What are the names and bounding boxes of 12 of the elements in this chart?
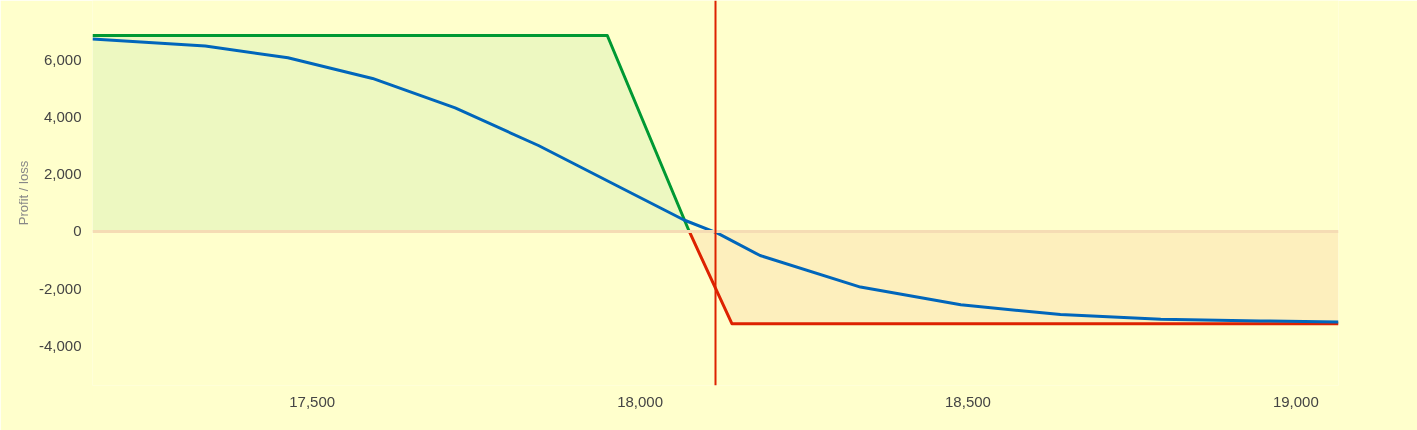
y-tick-label: 6,000 [43,50,82,68]
x-tick-label: 18,000 [617,392,664,410]
y-tick-label: -2,000 [38,279,82,297]
x-tick-label: 17,500 [289,392,336,410]
y-tick-label: -4,000 [38,337,82,355]
x-tick-label: 18,500 [945,392,991,410]
y-tick-label: 2,000 [43,165,82,183]
y-axis-title: Profit / loss [15,160,31,226]
line-series [92,37,1339,324]
y-tick-label: 0 [73,222,82,240]
y-tick-label: 4,000 [43,107,82,125]
x-tick-label: 19,000 [1272,392,1319,410]
